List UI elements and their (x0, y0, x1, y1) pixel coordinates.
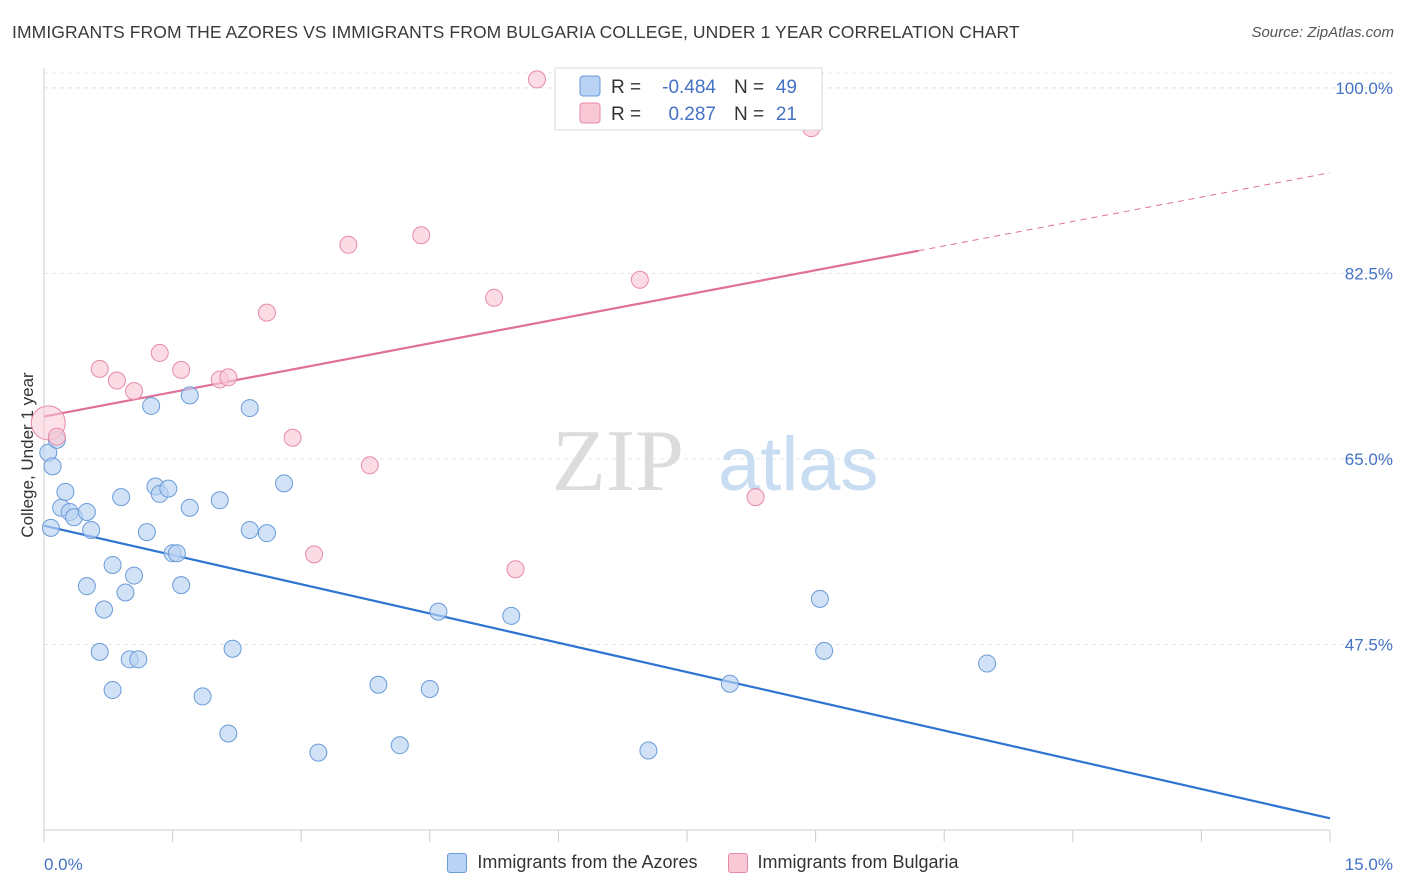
y-tick-labels: 47.5% 65.0% 82.5% 100.0% (1335, 79, 1393, 655)
axes (43, 68, 1331, 842)
trend-lines (43, 172, 1331, 820)
point-azores-1 (43, 457, 62, 476)
gridlines (44, 72, 1392, 645)
watermark-zip: ZIP (552, 413, 684, 510)
point-azores-29 (193, 687, 212, 706)
point-azores-13 (112, 488, 131, 507)
point-azores-36 (275, 474, 294, 493)
point-bulgaria-11 (305, 545, 324, 564)
point-bulgaria-9 (257, 303, 276, 322)
point-azores-46 (815, 641, 834, 660)
legend-item-azores[interactable]: Immigrants from the Azores (447, 852, 698, 873)
point-azores-18 (137, 523, 156, 542)
point-bulgaria-13 (360, 456, 379, 475)
legend-item-bulgaria[interactable]: Immigrants from Bulgaria (727, 852, 959, 873)
stats-n-label-azores: N = (734, 77, 764, 98)
y-tick-label-2: 82.5% (1345, 264, 1393, 283)
point-azores-7 (77, 502, 96, 521)
point-azores-14 (116, 583, 135, 602)
legend-swatch-bulgaria (727, 852, 748, 873)
point-azores-33 (240, 520, 259, 539)
point-azores-43 (639, 741, 658, 760)
point-azores-4 (56, 482, 75, 501)
point-azores-38 (369, 675, 388, 694)
x-tick-label-max: 15.0% (1345, 855, 1393, 874)
point-azores-32 (223, 639, 242, 658)
point-bulgaria-2 (90, 359, 109, 378)
point-azores-28 (103, 681, 122, 700)
watermark: ZIP atlas (552, 413, 879, 510)
point-bulgaria-4 (125, 382, 144, 401)
point-azores-35 (257, 524, 276, 543)
point-bulgaria-16 (506, 560, 525, 579)
trend-line-azores (43, 524, 1331, 820)
stats-n-value-azores: 49 (776, 77, 797, 98)
point-azores-31 (219, 724, 238, 743)
point-azores-44 (720, 674, 739, 693)
point-azores-25 (172, 576, 191, 595)
point-bulgaria-12 (339, 235, 358, 254)
point-azores-40 (420, 680, 439, 699)
legend-swatch-azores (447, 852, 468, 873)
point-azores-10 (95, 600, 114, 619)
watermark-atlas: atlas (718, 422, 879, 507)
point-bulgaria-19 (746, 488, 765, 507)
x-tick-label-min: 0.0% (44, 855, 83, 874)
point-azores-41 (429, 602, 448, 621)
stats-r-value-azores: -0.484 (662, 77, 716, 98)
point-azores-39 (390, 736, 409, 755)
trend-extension-bulgaria (918, 172, 1331, 252)
legend-label-azores: Immigrants from the Azores (477, 852, 698, 872)
point-azores-48 (41, 518, 60, 537)
stats-n-value-bulgaria: 21 (776, 104, 797, 125)
point-azores-42 (502, 606, 521, 625)
legend-label-bulgaria: Immigrants from Bulgaria (757, 852, 959, 872)
point-bulgaria-5 (150, 343, 169, 362)
point-azores-22 (159, 479, 178, 498)
point-azores-26 (180, 498, 199, 517)
point-bulgaria-10 (283, 428, 302, 447)
point-azores-12 (103, 555, 122, 574)
stats-r-label-bulgaria: R = (611, 104, 641, 125)
point-bulgaria-8 (219, 368, 238, 387)
data-points (30, 70, 997, 762)
point-azores-11 (90, 642, 109, 661)
point-bulgaria-6 (172, 360, 191, 379)
point-azores-37 (309, 743, 328, 762)
point-azores-9 (77, 577, 96, 596)
point-bulgaria-3 (107, 371, 126, 390)
point-azores-30 (210, 491, 229, 510)
stats-swatch-bulgaria (579, 102, 601, 124)
point-azores-8 (82, 520, 101, 539)
point-bulgaria-1 (47, 427, 66, 446)
point-bulgaria-14 (412, 226, 431, 245)
y-tick-label-1: 65.0% (1345, 450, 1393, 469)
point-bulgaria-17 (527, 70, 546, 89)
stats-r-label-azores: R = (611, 77, 641, 98)
point-azores-19 (142, 396, 161, 415)
y-tick-label-0: 47.5% (1345, 635, 1393, 654)
point-azores-27 (180, 386, 199, 405)
y-tick-label-3: 100.0% (1335, 79, 1393, 98)
point-azores-34 (240, 399, 259, 418)
point-bulgaria-15 (485, 288, 504, 307)
point-azores-17 (125, 566, 144, 585)
stats-swatch-azores (579, 75, 601, 97)
stats-r-value-bulgaria: 0.287 (668, 104, 716, 125)
point-azores-47 (978, 654, 997, 673)
stats-box: R = -0.484 N = 49 R = 0.287 N = 21 (554, 67, 823, 131)
chart-title: IMMIGRANTS FROM THE AZORES VS IMMIGRANTS… (12, 22, 1020, 42)
point-azores-16 (129, 650, 148, 669)
legend: Immigrants from the Azores Immigrants fr… (0, 852, 1406, 873)
point-azores-24 (167, 544, 186, 563)
stats-n-label-bulgaria: N = (734, 104, 764, 125)
trend-line-bulgaria (43, 249, 919, 418)
source-label: Source: ZipAtlas.com (1251, 24, 1394, 41)
point-bulgaria-18 (630, 270, 649, 289)
point-azores-45 (810, 589, 829, 608)
